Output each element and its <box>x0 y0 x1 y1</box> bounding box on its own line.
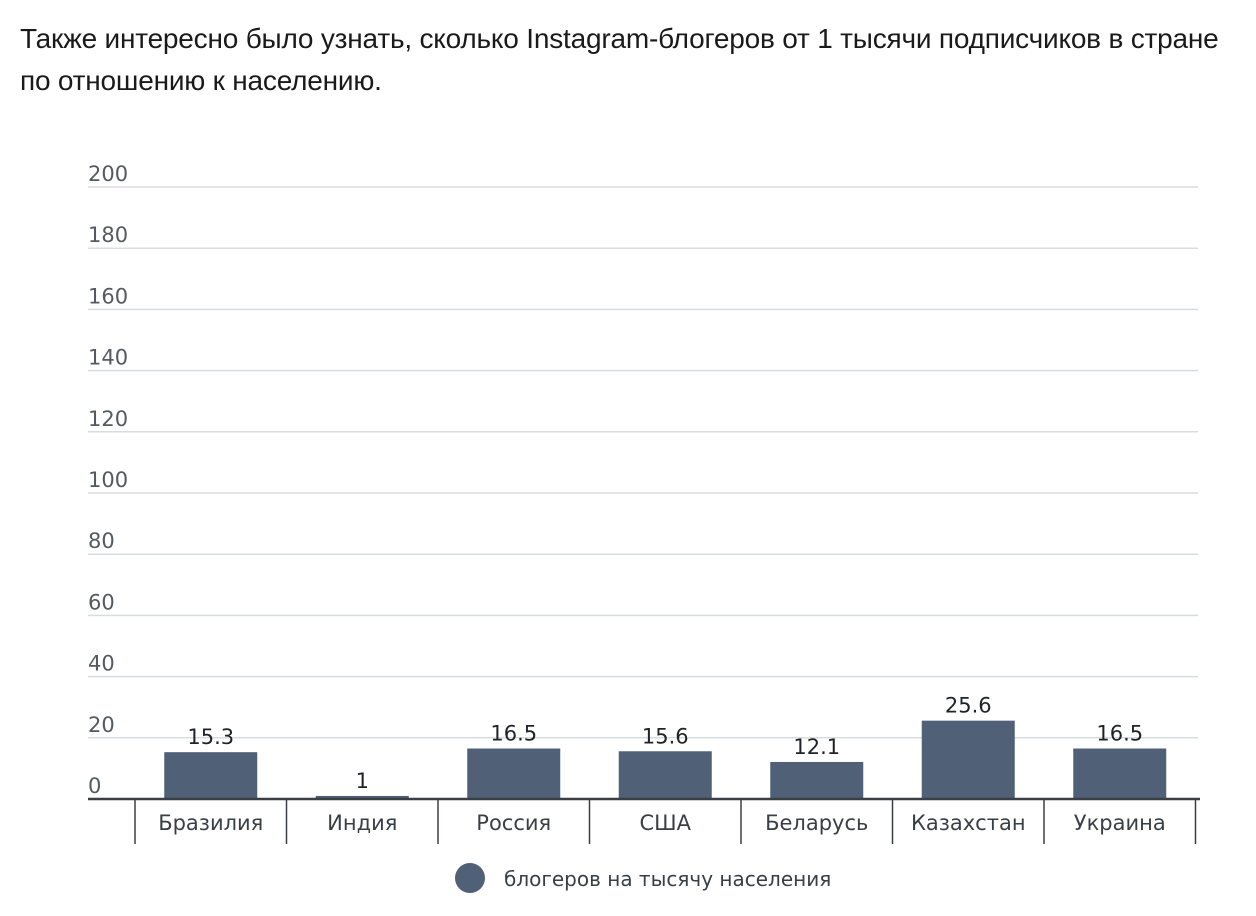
bar <box>921 720 1015 799</box>
x-category-label: Украина <box>1074 811 1166 835</box>
y-tick-label: 200 <box>88 162 128 186</box>
value-labels: 15.3 1 16.5 15.6 12.1 25.6 16.5 <box>187 694 1143 793</box>
y-tick-label: 120 <box>88 407 128 431</box>
legend-label: блогеров на тысячу населения <box>504 867 831 891</box>
value-label: 15.3 <box>187 725 234 749</box>
intro-paragraph: Также интересно было узнать, сколько Ins… <box>20 23 1219 96</box>
y-tick-label: 60 <box>88 590 115 614</box>
bar <box>1073 748 1167 799</box>
bar <box>164 752 258 799</box>
value-label: 1 <box>356 769 369 793</box>
value-label: 16.5 <box>1096 722 1143 746</box>
bar <box>618 751 712 799</box>
legend: блогеров на тысячу населения <box>455 863 831 893</box>
x-category-label: Индия <box>327 811 397 835</box>
y-axis-ticks: 0 20 40 60 80 100 120 140 160 180 200 <box>88 162 128 798</box>
bar <box>770 761 864 799</box>
x-category-label: Россия <box>476 811 551 835</box>
y-tick-label: 180 <box>88 223 128 247</box>
legend-swatch <box>455 863 485 893</box>
y-tick-label: 80 <box>88 529 115 553</box>
bar <box>467 748 561 799</box>
value-label: 16.5 <box>490 722 537 746</box>
y-tick-label: 40 <box>88 652 115 676</box>
value-label: 12.1 <box>793 735 840 759</box>
y-tick-label: 160 <box>88 284 128 308</box>
x-category-label: Казахстан <box>911 811 1026 835</box>
x-category-label: США <box>640 811 692 835</box>
x-category-label: Бразилия <box>158 811 263 835</box>
y-tick-label: 140 <box>88 346 128 370</box>
y-tick-label: 100 <box>88 468 128 492</box>
x-category-label: Беларусь <box>765 811 868 835</box>
y-tick-label: 20 <box>88 713 115 737</box>
y-tick-label: 0 <box>88 774 101 798</box>
gridlines <box>88 186 1198 739</box>
bars <box>164 720 1167 799</box>
bar <box>315 795 409 799</box>
value-label: 15.6 <box>642 724 689 748</box>
x-axis: Бразилия Индия Россия США Беларусь Казахстан У… <box>88 797 1200 844</box>
value-label: 25.6 <box>945 694 992 718</box>
